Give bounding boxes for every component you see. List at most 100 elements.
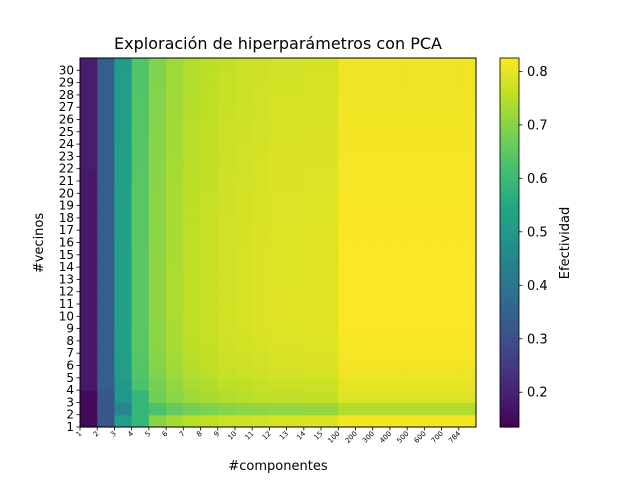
heatmap-cell bbox=[441, 131, 460, 145]
heatmap-cell bbox=[166, 414, 184, 428]
y-tick-label: 23 bbox=[59, 149, 74, 163]
heatmap-cell bbox=[114, 193, 133, 207]
heatmap-cell bbox=[183, 205, 202, 219]
heatmap-cell bbox=[458, 267, 477, 280]
heatmap-cell bbox=[407, 254, 425, 268]
heatmap-cell bbox=[200, 242, 219, 256]
heatmap-cell bbox=[97, 365, 116, 379]
heatmap-cell bbox=[407, 58, 425, 71]
heatmap-cell bbox=[166, 328, 184, 342]
heatmap-cell bbox=[407, 230, 425, 244]
heatmap-cell bbox=[303, 340, 322, 354]
colorbar-segment bbox=[500, 159, 519, 164]
heatmap-cell bbox=[217, 254, 236, 268]
heatmap-cell bbox=[338, 94, 357, 108]
heatmap-cell bbox=[183, 316, 202, 330]
heatmap-cell bbox=[303, 193, 322, 207]
heatmap-cell bbox=[407, 291, 425, 305]
heatmap-cell bbox=[183, 291, 202, 305]
x-tick-label: 6 bbox=[161, 429, 170, 438]
heatmap-cell bbox=[131, 119, 150, 133]
y-tick-label: 27 bbox=[59, 100, 74, 114]
heatmap-cell bbox=[269, 94, 288, 108]
colorbar-segment bbox=[500, 380, 519, 385]
colorbar-segment bbox=[500, 387, 519, 391]
heatmap-cell bbox=[321, 365, 339, 379]
heatmap-cell bbox=[269, 119, 288, 133]
heatmap-cell bbox=[441, 254, 460, 268]
y-axis-label: #vecinos bbox=[32, 213, 47, 274]
heatmap-cell bbox=[441, 291, 460, 305]
heatmap-cell bbox=[321, 353, 339, 367]
heatmap-cell bbox=[441, 414, 460, 428]
heatmap-cell bbox=[200, 377, 219, 391]
heatmap-cell bbox=[200, 254, 219, 268]
heatmap-cell bbox=[131, 131, 150, 145]
heatmap-cell bbox=[80, 316, 98, 330]
heatmap-cell bbox=[131, 353, 150, 367]
heatmap-cell bbox=[424, 168, 443, 182]
heatmap-cell bbox=[355, 267, 374, 280]
y-tick-label: 16 bbox=[59, 236, 74, 250]
heatmap-cell bbox=[458, 131, 477, 145]
heatmap-cell bbox=[200, 144, 219, 157]
heatmap-cell bbox=[286, 254, 305, 268]
colorbar-segment bbox=[500, 137, 519, 142]
heatmap-cell bbox=[80, 119, 98, 133]
heatmap-cell bbox=[372, 279, 391, 293]
heatmap-cell bbox=[389, 119, 408, 133]
heatmap-cell bbox=[131, 365, 150, 379]
heatmap-cell bbox=[407, 377, 425, 391]
heatmap-cell bbox=[252, 254, 270, 268]
y-tick-label: 9 bbox=[66, 322, 74, 336]
heatmap-cell bbox=[234, 304, 253, 317]
heatmap-cell bbox=[80, 242, 98, 256]
heatmap-cell bbox=[441, 58, 460, 71]
heatmap-cell bbox=[321, 82, 339, 96]
heatmap-cell bbox=[389, 316, 408, 330]
heatmap-cell bbox=[424, 131, 443, 145]
heatmap-cell bbox=[80, 82, 98, 96]
heatmap-cell bbox=[355, 390, 374, 403]
heatmap-cell bbox=[355, 156, 374, 170]
heatmap-cell bbox=[131, 94, 150, 108]
y-tick-label: 1 bbox=[66, 420, 74, 434]
heatmap-cell bbox=[80, 254, 98, 268]
heatmap-cell bbox=[234, 414, 253, 428]
colorbar-segment bbox=[500, 405, 519, 410]
heatmap-cell bbox=[148, 377, 167, 391]
y-axis-ticks: 1234567891011121314151617181920212223242… bbox=[59, 63, 80, 434]
heatmap-cell bbox=[131, 107, 150, 121]
heatmap-cell bbox=[269, 304, 288, 317]
heatmap-cell bbox=[97, 156, 116, 170]
x-tick-label: 5 bbox=[143, 430, 152, 439]
heatmap-cell bbox=[407, 279, 425, 293]
heatmap-cell bbox=[286, 279, 305, 293]
heatmap-cell bbox=[321, 377, 339, 391]
heatmap-cell bbox=[131, 181, 150, 194]
y-tick-label: 19 bbox=[59, 199, 74, 213]
heatmap-cell bbox=[338, 230, 357, 244]
heatmap-cell bbox=[286, 328, 305, 342]
heatmap-cell bbox=[217, 156, 236, 170]
heatmap-cell bbox=[458, 304, 477, 317]
colorbar-segment bbox=[500, 181, 519, 185]
colorbar-segment bbox=[500, 245, 519, 250]
heatmap-cell bbox=[200, 304, 219, 317]
colorbar-segment bbox=[500, 316, 519, 320]
heatmap-cell bbox=[372, 168, 391, 182]
heatmap-cell bbox=[183, 217, 202, 231]
heatmap-cell bbox=[114, 58, 133, 71]
heatmap-cell bbox=[407, 144, 425, 157]
heatmap-cell bbox=[114, 390, 133, 403]
heatmap-cell bbox=[458, 365, 477, 379]
heatmap-cell bbox=[338, 205, 357, 219]
heatmap-cell bbox=[183, 353, 202, 367]
heatmap-cell bbox=[458, 390, 477, 403]
heatmap-cell bbox=[131, 156, 150, 170]
colorbar-segment bbox=[500, 220, 519, 225]
heatmap-cell bbox=[234, 279, 253, 293]
heatmap-cell bbox=[97, 205, 116, 219]
heatmap-cell bbox=[131, 328, 150, 342]
heatmap-cell bbox=[252, 291, 270, 305]
